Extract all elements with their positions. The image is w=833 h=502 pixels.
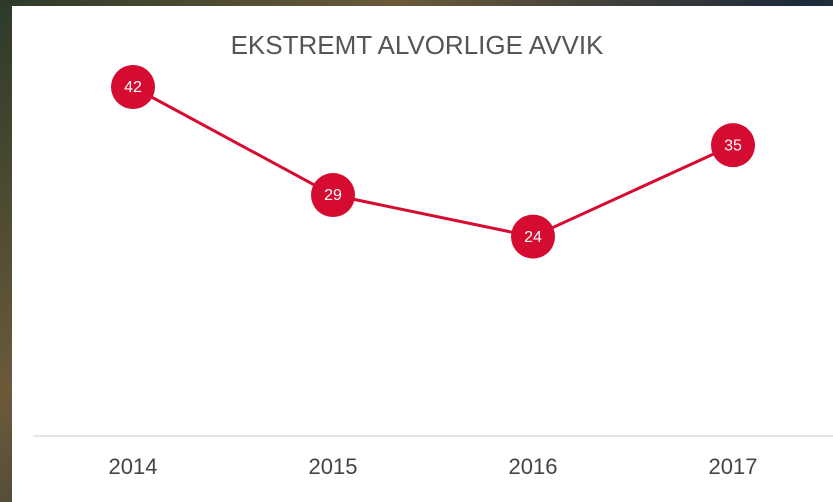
data-label: 29 [324, 187, 342, 204]
x-tick-label: 2016 [509, 454, 558, 479]
data-label: 42 [124, 79, 142, 96]
data-label: 35 [724, 137, 742, 154]
x-tick-label: 2014 [109, 454, 158, 479]
page: EKSTREMT ALVORLIGE AVVIK 2014 2015 2016 201… [0, 0, 833, 502]
chart: EKSTREMT ALVORLIGE AVVIK 2014 2015 2016 201… [0, 0, 833, 502]
x-tick-label: 2015 [309, 454, 358, 479]
x-tick-label: 2017 [709, 454, 758, 479]
line [133, 87, 733, 237]
data-label: 24 [524, 229, 542, 246]
chart-title: EKSTREMT ALVORLIGE AVVIK [231, 30, 604, 60]
